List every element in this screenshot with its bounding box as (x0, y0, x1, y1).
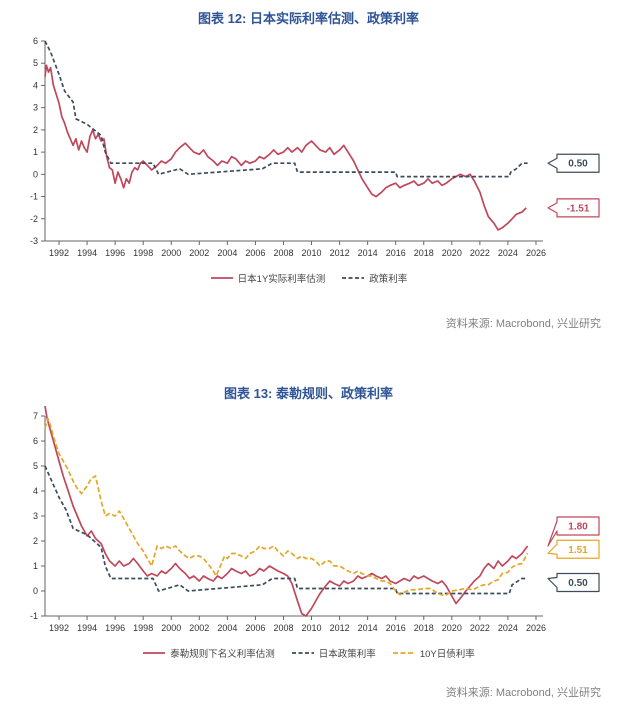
legend-item: 10Y日债利率 (392, 646, 475, 660)
chart-13-legend: 泰勒规则下名义利率估测 日本政策利率 10Y日债利率 (0, 646, 617, 660)
svg-text:3: 3 (32, 511, 37, 521)
svg-text:0: 0 (32, 169, 37, 179)
svg-text:2022: 2022 (469, 248, 489, 258)
svg-text:4: 4 (32, 80, 37, 90)
svg-text:2014: 2014 (357, 623, 377, 633)
svg-text:1.80: 1.80 (568, 522, 588, 533)
svg-text:2006: 2006 (245, 623, 265, 633)
svg-text:2018: 2018 (413, 623, 433, 633)
svg-text:1998: 1998 (133, 248, 153, 258)
svg-text:2008: 2008 (273, 248, 293, 258)
svg-text:5: 5 (32, 58, 37, 68)
legend-item: 日本1Y实际利率估测 (210, 271, 326, 285)
svg-text:2012: 2012 (329, 248, 349, 258)
legend-item: 日本政策利率 (291, 646, 376, 660)
svg-text:2010: 2010 (301, 248, 321, 258)
svg-text:2016: 2016 (385, 248, 405, 258)
legend-item: 泰勒规则下名义利率估测 (142, 646, 275, 660)
svg-text:2012: 2012 (329, 623, 349, 633)
chart-13-block: 图表 13: 泰勒规则、政策利率 -1 0 1 2 3 4 5 6 7 1992 1994 1996 1… (0, 383, 617, 700)
svg-text:2004: 2004 (217, 248, 237, 258)
legend-line-marker-icon (342, 277, 365, 279)
svg-text:1998: 1998 (133, 623, 153, 633)
legend-item-label: 日本政策利率 (318, 649, 376, 660)
svg-text:2002: 2002 (189, 248, 209, 258)
legend-line-marker-icon (392, 652, 415, 654)
svg-text:2024: 2024 (497, 248, 517, 258)
svg-text:6: 6 (32, 436, 37, 446)
chart-13-source: 资料来源: Macrobond, 兴业研究 (445, 687, 601, 699)
svg-text:1992: 1992 (49, 248, 69, 258)
svg-text:1994: 1994 (77, 623, 97, 633)
svg-text:2: 2 (32, 125, 37, 135)
svg-text:2004: 2004 (217, 623, 237, 633)
svg-text:2022: 2022 (469, 623, 489, 633)
svg-text:0: 0 (32, 586, 37, 596)
chart-12-plot: -3 -2 -1 0 1 2 3 4 5 6 1992 1994 1996 1998 2000 2002 200… (29, 36, 600, 258)
svg-text:3: 3 (32, 103, 37, 113)
svg-text:2006: 2006 (245, 248, 265, 258)
legend-line-marker-icon (291, 652, 314, 654)
chart-13-plot: -1 0 1 2 3 4 5 6 7 1992 1994 1996 1998 2000 2002 2004 20… (29, 406, 600, 633)
legend-item-label: 日本1Y实际利率估测 (237, 274, 326, 285)
svg-text:-3: -3 (29, 236, 37, 246)
svg-text:2000: 2000 (161, 248, 181, 258)
svg-text:1996: 1996 (105, 248, 125, 258)
svg-text:6: 6 (32, 36, 37, 46)
legend-item: 政策利率 (341, 271, 407, 285)
svg-text:2026: 2026 (525, 623, 545, 633)
svg-text:4: 4 (32, 486, 37, 496)
legend-line-marker-icon (210, 277, 233, 279)
chart-13-title: 图表 13: 泰勒规则、政策利率 (223, 386, 393, 401)
chart-12-legend: 日本1Y实际利率估测 政策利率 (0, 271, 617, 285)
svg-text:-1.51: -1.51 (566, 203, 589, 214)
chart-12-block: 图表 12: 日本实际利率估测、政策利率 -3 -2 -1 0 1 2 3 4 5 6 1992 19… (0, 0, 617, 331)
svg-text:-1: -1 (29, 192, 37, 202)
svg-text:2010: 2010 (301, 623, 321, 633)
svg-text:-2: -2 (29, 214, 37, 224)
svg-text:2020: 2020 (441, 623, 461, 633)
svg-text:2020: 2020 (441, 248, 461, 258)
svg-text:1.51: 1.51 (568, 545, 588, 556)
svg-text:1: 1 (32, 147, 37, 157)
svg-text:1992: 1992 (49, 623, 69, 633)
svg-text:1994: 1994 (77, 248, 97, 258)
svg-text:2002: 2002 (189, 623, 209, 633)
svg-text:0.50: 0.50 (568, 159, 588, 170)
svg-text:1996: 1996 (105, 623, 125, 633)
svg-text:2: 2 (32, 536, 37, 546)
svg-text:2000: 2000 (161, 623, 181, 633)
svg-text:-1: -1 (29, 611, 37, 621)
svg-text:2024: 2024 (497, 623, 517, 633)
chart-12-title: 图表 12: 日本实际利率估测、政策利率 (197, 11, 419, 26)
svg-text:7: 7 (32, 411, 37, 421)
svg-text:2008: 2008 (273, 623, 293, 633)
svg-text:5: 5 (32, 461, 37, 471)
svg-text:0.50: 0.50 (568, 578, 588, 589)
svg-text:1: 1 (32, 561, 37, 571)
svg-text:2016: 2016 (385, 623, 405, 633)
chart-12-source: 资料来源: Macrobond, 兴业研究 (445, 318, 601, 330)
svg-text:2026: 2026 (525, 248, 545, 258)
legend-item-label: 泰勒规则下名义利率估测 (170, 649, 275, 660)
svg-text:2014: 2014 (357, 248, 377, 258)
legend-item-label: 10Y日债利率 (419, 649, 475, 660)
legend-item-label: 政策利率 (369, 274, 408, 285)
svg-text:2018: 2018 (413, 248, 433, 258)
legend-line-marker-icon (143, 652, 166, 654)
